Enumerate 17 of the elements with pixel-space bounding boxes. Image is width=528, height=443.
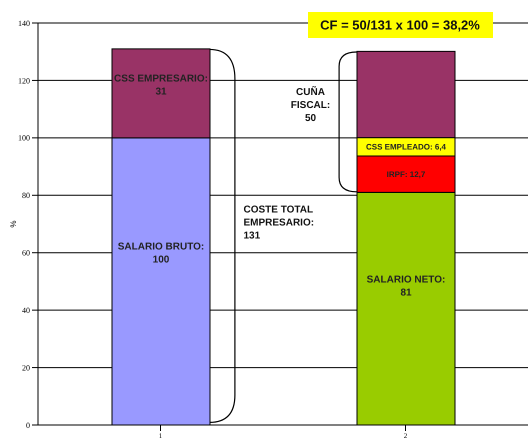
annotation: COSTE TOTAL EMPRESARIO: 131 <box>244 204 314 242</box>
y-tick-label: 20 <box>22 363 30 372</box>
y-axis-title: % <box>9 220 18 228</box>
y-tick-label: 100 <box>18 134 30 143</box>
y-tick-label: 120 <box>18 76 30 86</box>
y-tick-label: 140 <box>18 18 30 28</box>
y-tick-label: 40 <box>22 306 30 315</box>
data-label: IRPF: 12,7 <box>386 170 426 179</box>
data-label: SALARIO NETO: 81 <box>366 274 446 298</box>
data-label: CSS EMPLEADO: 6,4 <box>366 142 447 152</box>
y-tick-label: 80 <box>22 191 30 200</box>
data-label: CSS EMPRESARIO: 31 <box>114 73 208 98</box>
annotation: CUÑA FISCAL: 50 <box>290 86 330 124</box>
data-label: SALARIO BRUTO: 100 <box>118 242 204 266</box>
y-tick-label: 60 <box>22 248 30 258</box>
annotation: CF = 50/131 x 100 = 38,2% <box>320 18 480 33</box>
y-tick-label: 0 <box>26 420 30 430</box>
